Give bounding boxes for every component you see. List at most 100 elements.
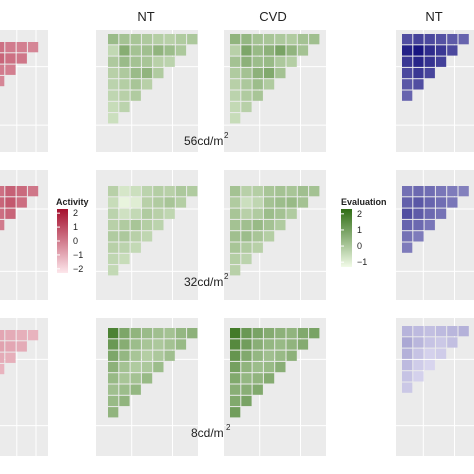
- heatmap-cell: [230, 34, 241, 45]
- heatmap-cell: [141, 34, 153, 45]
- heatmap-cell: [413, 34, 424, 45]
- heatmap-cell: [252, 67, 263, 79]
- heatmap-cell: [241, 208, 252, 219]
- column-label-green-nt: NT: [137, 9, 154, 24]
- heatmap-cell: [16, 53, 27, 64]
- heatmap-cell: [263, 79, 275, 90]
- heatmap-cell: [435, 34, 447, 45]
- heatmap-cell: [108, 384, 119, 395]
- heatmap-cell: [108, 242, 119, 253]
- heatmap-cell: [5, 53, 16, 64]
- heatmap-cell: [230, 242, 241, 253]
- heatmap-cell: [275, 350, 286, 361]
- heatmap-cell: [275, 67, 286, 79]
- heatmap-cell: [402, 348, 413, 359]
- heatmap-cell: [252, 339, 263, 350]
- heatmap-cell: [424, 326, 435, 337]
- heatmap-cell: [297, 186, 309, 197]
- heatmap-cell: [108, 265, 119, 276]
- heatmap-cell: [108, 67, 119, 79]
- heatmap-cell: [252, 56, 263, 67]
- cells: [108, 186, 198, 276]
- heatmap-cell: [0, 186, 5, 197]
- heatmap-cell: [297, 197, 309, 208]
- heatmap-cell: [5, 208, 16, 219]
- legend-title-evaluation: Evaluation: [341, 197, 387, 207]
- heatmap-cell: [241, 79, 252, 90]
- heatmap-cell: [435, 326, 447, 337]
- heatmap-cell: [153, 45, 164, 56]
- heatmap-cell: [252, 242, 263, 253]
- panel-activity-nt-8: [0, 318, 48, 456]
- cells: [402, 326, 469, 393]
- heatmap-cell: [402, 208, 413, 219]
- heatmap-cell: [130, 339, 141, 350]
- heatmap-cell: [402, 45, 413, 56]
- heatmap-cell: [27, 186, 39, 197]
- heatmap-cell: [447, 45, 458, 56]
- heatmap-cell: [413, 186, 424, 197]
- heatmap-cell: [402, 371, 413, 382]
- cells: [230, 186, 320, 276]
- heatmap-cell: [297, 34, 309, 45]
- heatmap-cell: [286, 186, 297, 197]
- heatmap-cell: [424, 359, 435, 371]
- heatmap-cell: [241, 253, 252, 265]
- cells: [230, 328, 320, 418]
- heatmap-cell: [164, 339, 175, 350]
- heatmap-cell: [141, 373, 153, 384]
- panel-evaluation-cvd-1: [224, 30, 326, 152]
- heatmap-cell: [252, 34, 263, 45]
- heatmap-cell: [402, 242, 413, 253]
- column-label-green-cvd: CVD: [259, 9, 286, 24]
- heatmap-cell: [275, 219, 286, 231]
- heatmap-cell: [119, 67, 130, 79]
- heatmap-cell: [141, 79, 153, 90]
- heatmap-cell: [435, 208, 447, 219]
- heatmap-cell: [164, 56, 175, 67]
- heatmap-cell: [230, 45, 241, 56]
- heatmap-cell: [447, 186, 458, 197]
- heatmap-cell: [119, 253, 130, 265]
- column-label-blue-nt: NT: [425, 9, 442, 24]
- heatmap-cell: [297, 45, 309, 56]
- heatmap-cell: [275, 328, 286, 339]
- heatmap-cell: [435, 56, 447, 67]
- heatmap-cell: [0, 42, 5, 53]
- heatmap-cell: [252, 197, 263, 208]
- heatmap-cell: [263, 350, 275, 361]
- panel-evaluation-cvd-3: [224, 170, 326, 300]
- heatmap-cell: [402, 231, 413, 242]
- heatmap-cell: [230, 361, 241, 373]
- heatmap-cell: [5, 64, 16, 75]
- heatmap-cell: [424, 219, 435, 231]
- heatmap-cell: [5, 197, 16, 208]
- heatmap-cell: [119, 373, 130, 384]
- heatmap-cell: [153, 186, 164, 197]
- heatmap-cell: [5, 42, 16, 53]
- heatmap-cell: [108, 361, 119, 373]
- heatmap-cell: [252, 208, 263, 219]
- heatmap-cell: [424, 348, 435, 359]
- heatmap-cell: [130, 79, 141, 90]
- heatmap-cell: [286, 56, 297, 67]
- heatmap-cell: [413, 219, 424, 231]
- activity-colorbar-bar: [57, 209, 68, 273]
- heatmap-cell: [130, 45, 141, 56]
- heatmap-cell: [230, 79, 241, 90]
- heatmap-cell: [153, 339, 164, 350]
- heatmap-cell: [164, 45, 175, 56]
- heatmap-cell: [435, 197, 447, 208]
- heatmap-cell: [0, 208, 5, 219]
- heatmap-cell: [263, 186, 275, 197]
- heatmap-cell: [424, 197, 435, 208]
- panel-evaluation-nt-4: [96, 318, 198, 456]
- colorbar-tick-label: 0: [357, 241, 362, 251]
- heatmap-cell: [153, 34, 164, 45]
- heatmap-cell: [275, 361, 286, 373]
- evaluation-colorbar: 2 1 0 −1: [341, 209, 367, 267]
- heatmap-cell: [164, 34, 175, 45]
- heatmap-cell: [413, 79, 424, 90]
- heatmap-cell: [286, 197, 297, 208]
